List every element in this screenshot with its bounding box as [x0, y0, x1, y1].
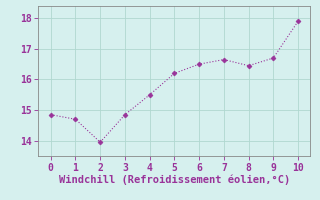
X-axis label: Windchill (Refroidissement éolien,°C): Windchill (Refroidissement éolien,°C)	[59, 174, 290, 185]
